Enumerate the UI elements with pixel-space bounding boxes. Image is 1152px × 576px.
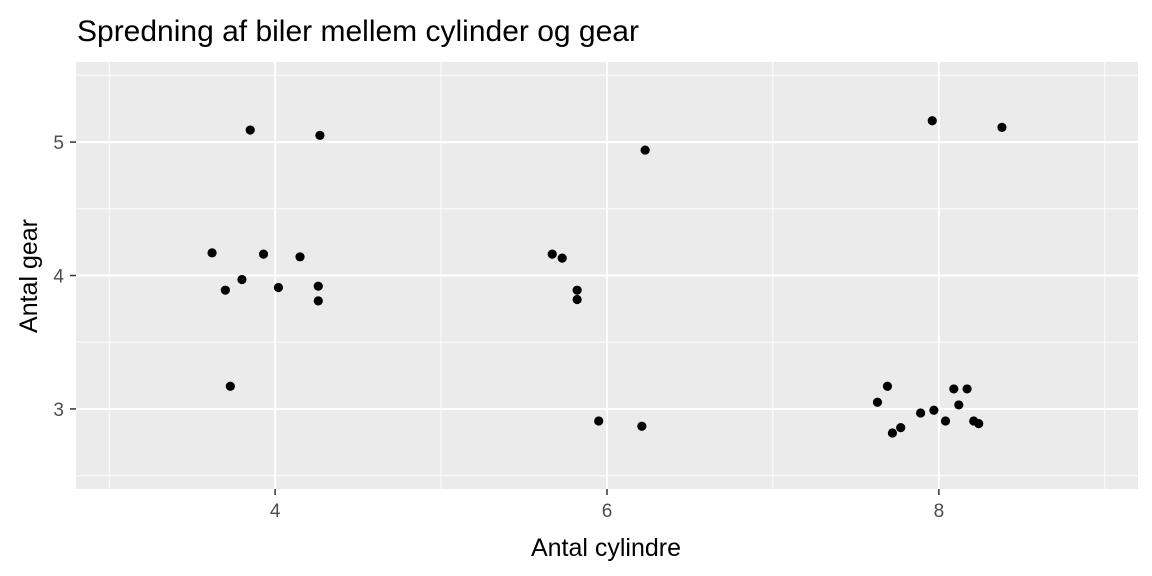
y-tick-label: 3 xyxy=(53,400,64,421)
data-point xyxy=(882,381,893,391)
x-tick-label: 6 xyxy=(602,501,613,522)
y-axis-title: Antal gear xyxy=(15,219,43,333)
data-point xyxy=(313,281,323,291)
chart-title: Spredning af biler mellem cylinder og ge… xyxy=(77,15,639,48)
y-tick-label: 4 xyxy=(53,267,64,288)
x-tick-label: 8 xyxy=(934,501,945,522)
data-point xyxy=(887,428,898,438)
data-point xyxy=(245,125,255,135)
data-point xyxy=(237,274,247,285)
data-point xyxy=(954,400,964,410)
data-point xyxy=(258,249,269,259)
data-point xyxy=(572,294,582,305)
data-point xyxy=(916,408,926,418)
data-point xyxy=(557,253,567,263)
data-point xyxy=(872,397,883,407)
data-point xyxy=(295,252,305,262)
data-point xyxy=(949,384,959,394)
data-point xyxy=(929,405,939,415)
data-point xyxy=(572,285,582,295)
data-point xyxy=(640,145,650,155)
x-axis-title: Antal cylindre xyxy=(531,534,681,562)
data-point xyxy=(547,249,557,259)
y-tick-label: 5 xyxy=(53,133,64,154)
data-point xyxy=(220,285,230,295)
axis-ticks: 4 6 8 3 4 5 xyxy=(53,133,944,522)
data-points xyxy=(207,116,1007,438)
data-point xyxy=(273,282,284,293)
data-point xyxy=(594,416,604,426)
data-point xyxy=(974,419,984,429)
data-point xyxy=(225,381,235,391)
data-point xyxy=(940,416,951,426)
data-point xyxy=(313,296,323,306)
data-point xyxy=(927,116,937,126)
data-point xyxy=(315,130,325,140)
data-point xyxy=(207,248,217,258)
data-point xyxy=(637,421,647,431)
data-point xyxy=(896,423,906,433)
data-point xyxy=(962,384,972,394)
x-tick-label: 4 xyxy=(270,501,281,522)
data-point xyxy=(997,122,1007,132)
